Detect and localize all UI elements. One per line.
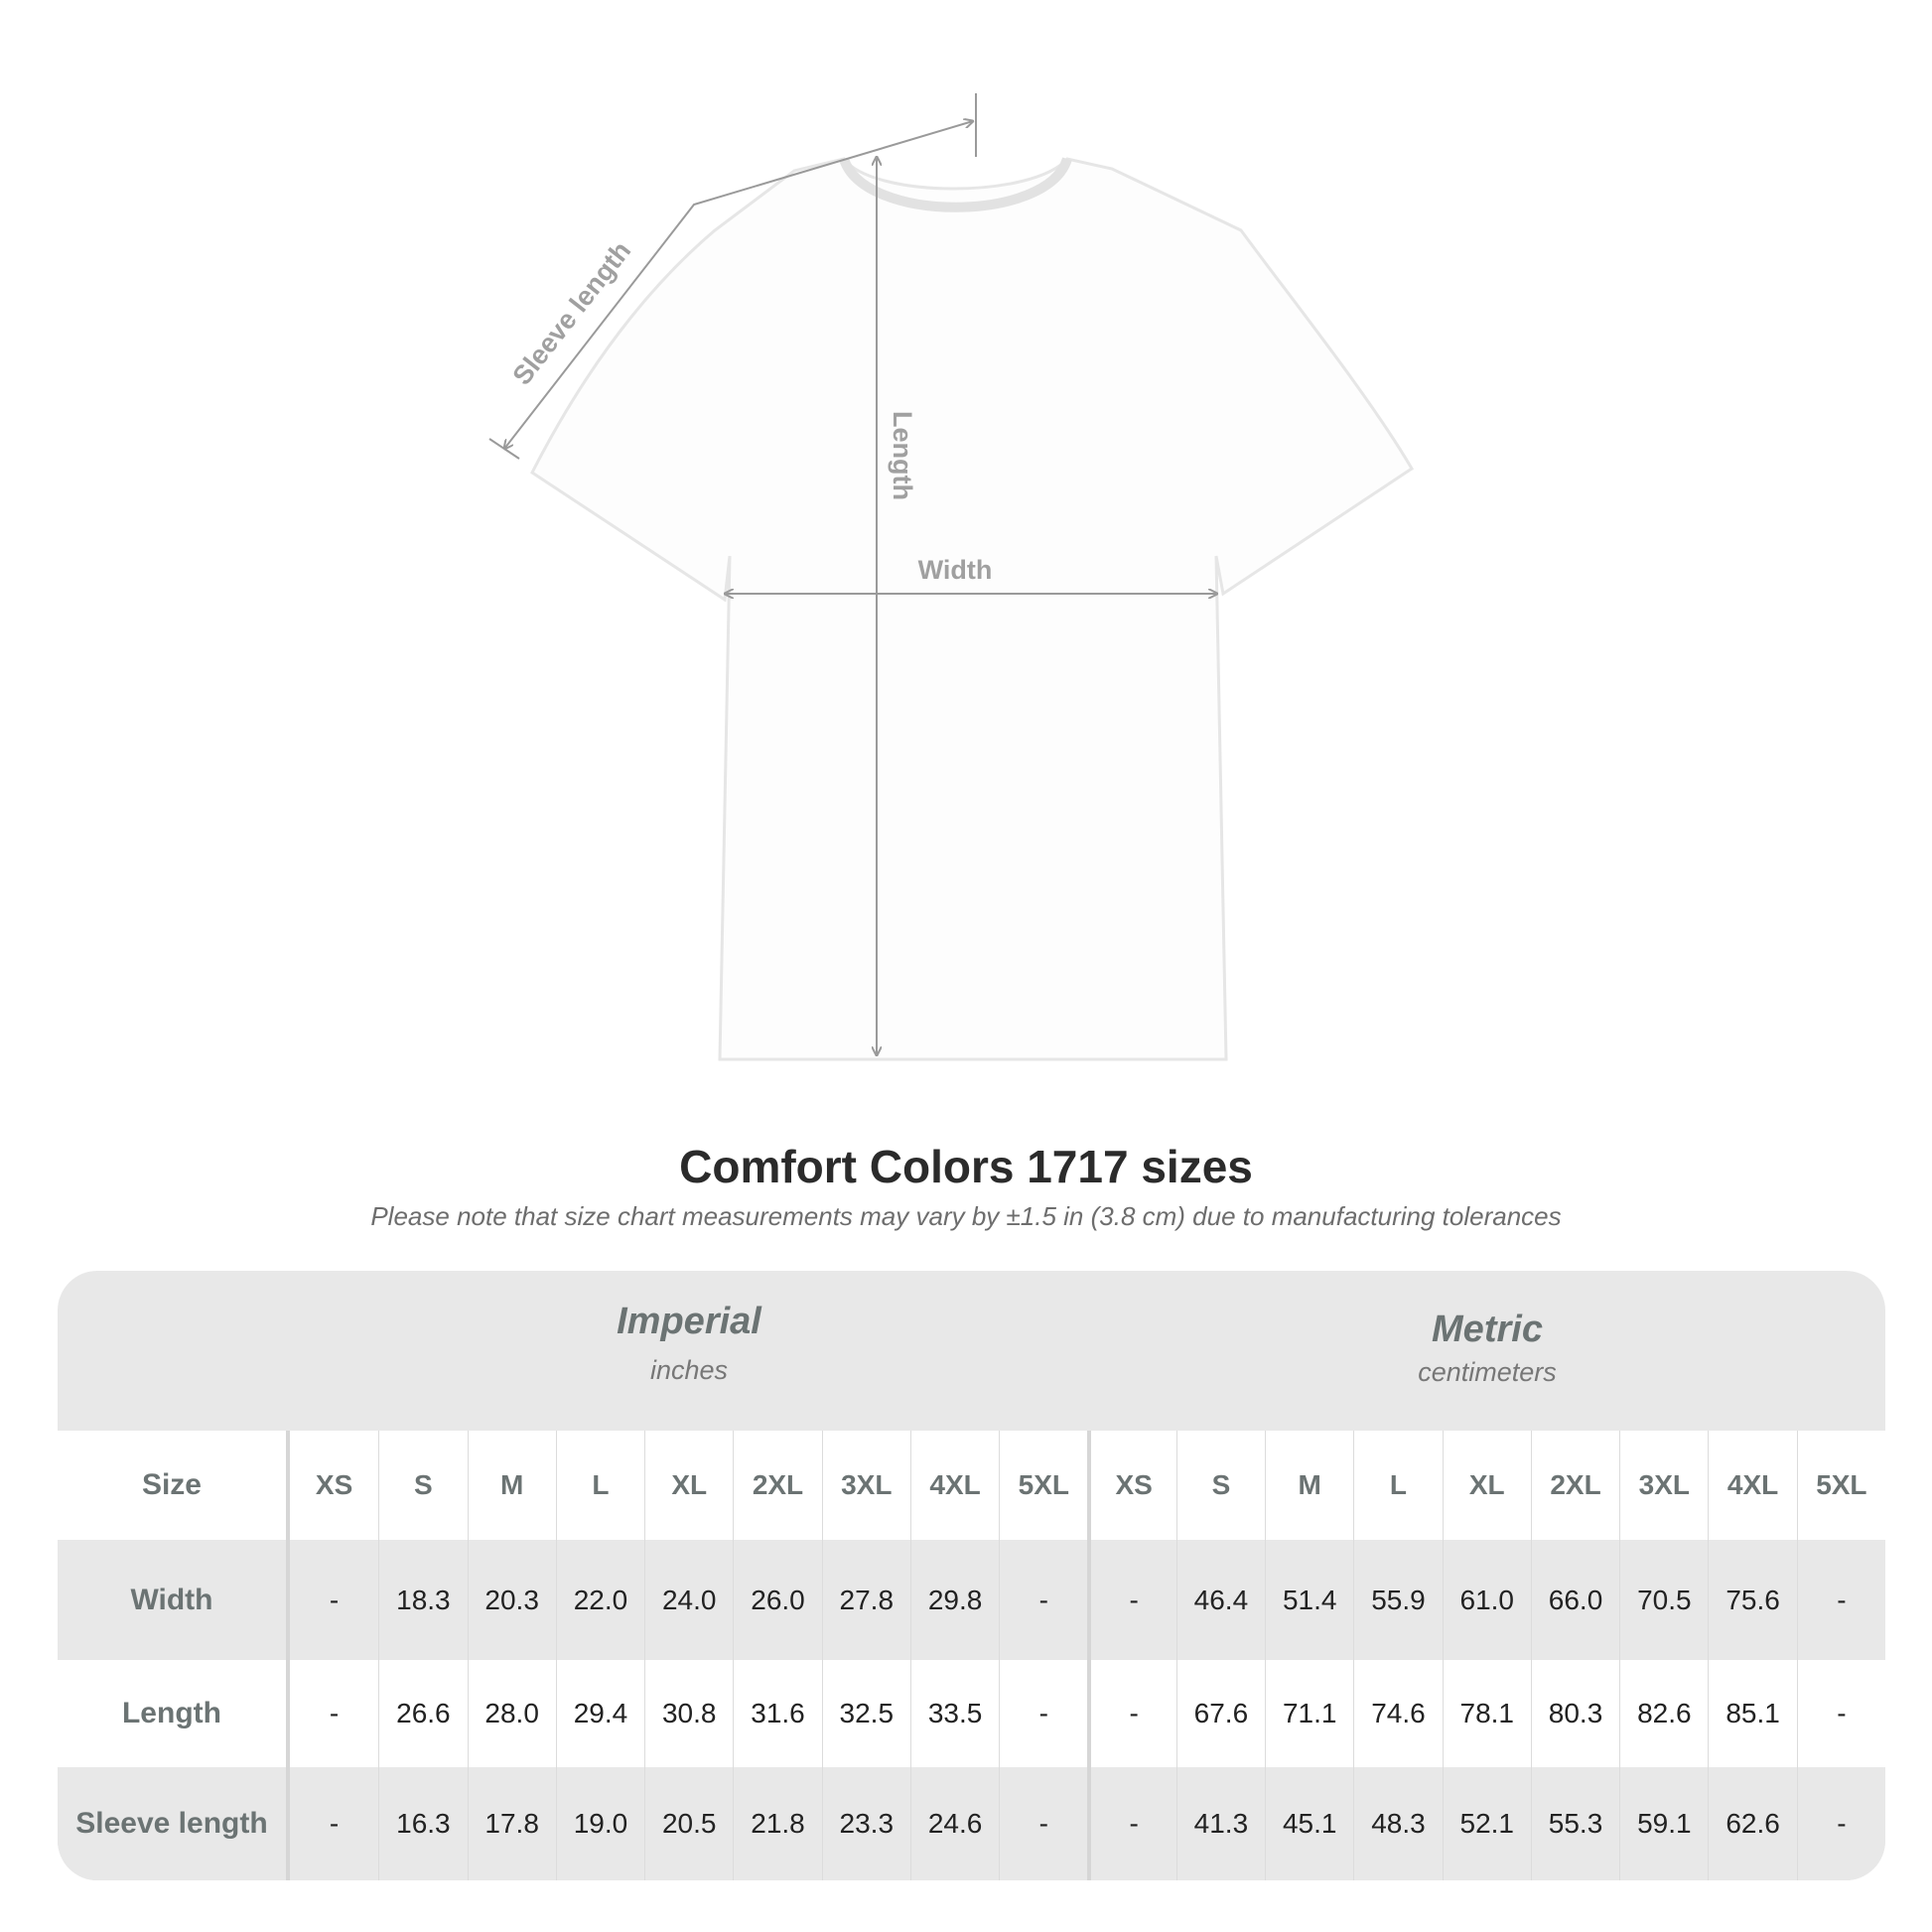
metric-value: 74.6 [1353, 1660, 1442, 1767]
metric-value: 75.6 [1708, 1540, 1796, 1660]
imperial-value: 24.0 [644, 1540, 733, 1660]
width-label: Width [918, 555, 993, 585]
imperial-value: 29.4 [555, 1660, 644, 1767]
metric-value: 45.1 [1265, 1767, 1353, 1880]
imperial-value: 33.5 [909, 1660, 999, 1767]
imperial-size-xl: XL [644, 1431, 733, 1540]
metric-value: 46.4 [1175, 1540, 1265, 1660]
metric-value: - [1087, 1660, 1175, 1767]
table-row: Sleeve length - 16.3 17.8 19.0 20.5 21.8 23.3 24… [58, 1767, 1885, 1880]
imperial-value: 19.0 [555, 1767, 644, 1880]
imperial-value: - [999, 1767, 1087, 1880]
imperial-value: 21.8 [733, 1767, 821, 1880]
metric-value: 55.3 [1530, 1767, 1619, 1880]
row-label: Width [58, 1540, 290, 1660]
metric-size-l: L [1353, 1431, 1442, 1540]
imperial-size-m: M [467, 1431, 556, 1540]
imperial-value: 20.5 [644, 1767, 733, 1880]
imperial-value: 26.6 [378, 1660, 467, 1767]
sleeve-tick-bottom [488, 438, 520, 460]
metric-title: Metric [1432, 1309, 1543, 1350]
metric-value: 55.9 [1353, 1540, 1442, 1660]
tshirt-shape [530, 157, 1415, 1061]
metric-value: 66.0 [1530, 1540, 1619, 1660]
metric-size-4xl: 4XL [1708, 1431, 1796, 1540]
metric-value: - [1796, 1540, 1885, 1660]
sleeve-length-line [504, 121, 973, 449]
imperial-value: - [329, 1584, 340, 1615]
metric-size-xl: XL [1442, 1431, 1531, 1540]
metric-value: 78.1 [1442, 1660, 1531, 1767]
imperial-header: Imperial inches [290, 1271, 1088, 1460]
length-label: Length [888, 411, 917, 500]
metric-size-m: M [1265, 1431, 1353, 1540]
metric-value: 70.5 [1619, 1540, 1708, 1660]
imperial-value: 16.3 [378, 1767, 467, 1880]
metric-header: Metric centimeters [1088, 1271, 1885, 1468]
row-label: Sleeve length [58, 1767, 290, 1880]
imperial-value: - [329, 1808, 340, 1839]
metric-size-2xl: 2XL [1530, 1431, 1619, 1540]
metric-value: 62.6 [1708, 1767, 1796, 1880]
imperial-value: 28.0 [467, 1660, 556, 1767]
imperial-value: 20.3 [467, 1540, 556, 1660]
metric-value: 71.1 [1265, 1660, 1353, 1767]
imperial-size-2xl: 2XL [733, 1431, 821, 1540]
metric-value: 80.3 [1530, 1660, 1619, 1767]
row-label: Length [58, 1660, 290, 1767]
imperial-size-l: L [555, 1431, 644, 1540]
imperial-value: 27.8 [821, 1540, 910, 1660]
metric-value: 48.3 [1353, 1767, 1442, 1880]
metric-value: 61.0 [1442, 1540, 1531, 1660]
table-row: Width -18.3 20.3 22.0 24.0 26.0 27.8 29.8- -46.4… [58, 1540, 1885, 1660]
table-row: Length -26.6 28.0 29.4 30.8 31.6 32.5 33.5- -67.… [58, 1660, 1885, 1767]
imperial-value: 29.8 [909, 1540, 999, 1660]
imperial-value: - [999, 1540, 1087, 1660]
imperial-size-3xl: 3XL [821, 1431, 910, 1540]
imperial-value: 17.8 [467, 1767, 556, 1880]
size-table: Imperial inches Metric centimeters Size X… [58, 1271, 1885, 1880]
imperial-value: 24.6 [909, 1767, 999, 1880]
tshirt-diagram: Sleeve length Length Width [488, 93, 1415, 1061]
metric-size-s: S [1175, 1431, 1265, 1540]
imperial-value: 26.0 [733, 1540, 821, 1660]
imperial-size-s: S [378, 1431, 467, 1540]
page-title: Comfort Colors 1717 sizes [679, 1141, 1253, 1192]
metric-size-3xl: 3XL [1619, 1431, 1708, 1540]
metric-unit: centimeters [1418, 1357, 1557, 1387]
imperial-value: 22.0 [555, 1540, 644, 1660]
metric-value: - [1087, 1540, 1175, 1660]
imperial-size-xs: XS [315, 1469, 353, 1500]
metric-value: 52.1 [1442, 1767, 1531, 1880]
metric-value: 59.1 [1619, 1767, 1708, 1880]
imperial-size-4xl: 4XL [909, 1431, 999, 1540]
metric-size-5xl: 5XL [1796, 1431, 1885, 1540]
imperial-unit: inches [649, 1355, 729, 1385]
metric-size-xs: XS [1087, 1431, 1175, 1540]
metric-value: 51.4 [1265, 1540, 1353, 1660]
size-label: Size [58, 1431, 290, 1540]
metric-value: 67.6 [1175, 1660, 1265, 1767]
metric-value: 85.1 [1708, 1660, 1796, 1767]
metric-value: - [1087, 1767, 1175, 1880]
imperial-value: - [999, 1660, 1087, 1767]
metric-value: - [1796, 1767, 1885, 1880]
tolerance-note: Please note that size chart measurements… [370, 1201, 1562, 1231]
imperial-value: 18.3 [378, 1540, 467, 1660]
size-header-row: Size XS S M L XL 2XL 3XL 4XL 5XL XS S M L XL 2XL 3XL 4XL 5… [58, 1431, 1885, 1540]
imperial-value: 32.5 [821, 1660, 910, 1767]
metric-value: 41.3 [1175, 1767, 1265, 1880]
imperial-value: 30.8 [644, 1660, 733, 1767]
imperial-value: - [329, 1698, 340, 1728]
metric-value: 82.6 [1619, 1660, 1708, 1767]
metric-value: - [1796, 1660, 1885, 1767]
imperial-title: Imperial [617, 1301, 761, 1342]
imperial-value: 31.6 [733, 1660, 821, 1767]
imperial-value: 23.3 [821, 1767, 910, 1880]
imperial-size-5xl: 5XL [999, 1431, 1087, 1540]
